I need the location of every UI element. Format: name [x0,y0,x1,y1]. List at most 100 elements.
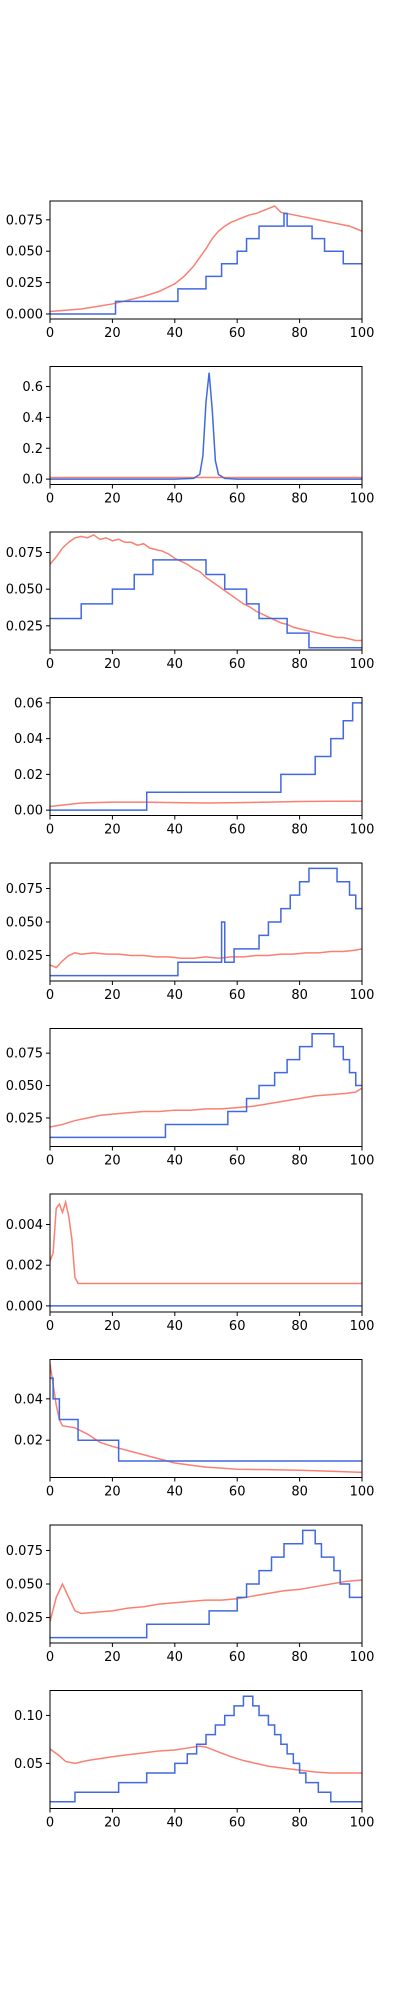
axes-frame [49,1028,363,1147]
x-tick-label: 20 [104,326,121,341]
y-tick-label: 0.000 [6,1299,43,1314]
subplot-5: 0 20 40 60 80 100 0.025 0.050 0.075 [6,862,375,1003]
x-tick-label: 80 [291,1485,308,1500]
x-tick-label: 80 [291,1319,308,1334]
x-tick-label: 0 [46,823,54,838]
x-tick-label: 20 [104,823,121,838]
y-tick-label: 0.04 [14,1392,43,1407]
subplot-1: 0 20 40 60 80 100 0.000 0.025 0.050 0.075 [6,200,375,341]
x-tick-label: 80 [291,326,308,341]
x-tick-label: 0 [46,492,54,507]
x-tick-label: 80 [291,988,308,1003]
series-line-a [50,1579,362,1622]
subplot-7: 0 20 40 60 80 100 0.000 0.002 0.004 [6,1193,375,1334]
x-tick-label: 60 [229,823,246,838]
y-tick-label: 0.050 [6,583,43,598]
series-line-b [50,212,362,315]
y-tick-label: 0.025 [6,1611,43,1626]
y-tick-label: 0.075 [6,1544,43,1559]
subplot-9: 0 20 40 60 80 100 0.025 0.050 0.075 [6,1524,375,1665]
x-tick-label: 60 [229,492,246,507]
y-tick-label: 0.050 [6,1079,43,1094]
x-tick-label: 40 [167,1154,184,1169]
x-tick-label: 0 [46,1485,54,1500]
subplot-6: 0 20 40 60 80 100 0.025 0.050 0.075 [6,1028,375,1169]
x-tick-label: 60 [229,657,246,672]
y-tick-label: 0.025 [6,949,43,964]
x-tick-label: 0 [46,1816,54,1831]
y-tick-label: 0.0 [22,473,43,488]
x-tick-label: 80 [291,1816,308,1831]
series-line-b [50,867,362,977]
y-tick-label: 0.050 [6,245,43,260]
x-tick-label: 40 [167,326,184,341]
x-tick-label: 40 [167,823,184,838]
x-tick-label: 0 [46,326,54,341]
x-tick-label: 100 [350,1650,375,1665]
series-line-b [50,1377,362,1462]
x-tick-label: 60 [229,1816,246,1831]
series-line-a [50,1363,362,1474]
axes-frame [49,862,363,982]
series-line-a [50,205,362,313]
axes-frame [49,531,363,651]
x-tick-label: 60 [229,1650,246,1665]
x-tick-label: 100 [350,1319,375,1334]
x-tick-label: 100 [350,657,375,672]
y-tick-label: 0.10 [14,1709,43,1724]
y-tick-label: 0.025 [6,1111,43,1126]
x-tick-label: 80 [291,492,308,507]
y-tick-label: 0.025 [6,619,43,634]
x-tick-label: 0 [46,1319,54,1334]
axes-frame [49,1359,363,1478]
x-tick-label: 100 [350,492,375,507]
y-tick-label: 0.00 [14,804,43,819]
axes-frame [49,1193,363,1313]
series-line-a [50,1745,362,1774]
x-tick-label: 20 [104,657,121,672]
subplot-2: 0 20 40 60 80 100 0.0 0.2 0.4 0.6 [22,366,375,507]
series-line-b [50,1032,362,1139]
y-tick-label: 0.02 [14,768,43,783]
x-tick-label: 60 [229,1485,246,1500]
series-line-b [50,702,362,811]
x-tick-label: 40 [167,1319,184,1334]
subplot-4: 0 20 40 60 80 100 0.00 0.02 0.04 0.06 [14,696,374,837]
y-tick-label: 0.6 [22,380,43,395]
y-tick-label: 0.002 [6,1259,43,1274]
x-tick-label: 100 [350,1485,375,1500]
x-tick-label: 80 [291,823,308,838]
axes-frame [49,200,363,320]
x-tick-label: 20 [104,1485,121,1500]
series-line-b [50,372,362,480]
subplot-10: 0 20 40 60 80 100 0.05 0.10 [14,1690,375,1831]
y-tick-label: 0.06 [14,696,43,711]
series-line-a [50,1199,362,1285]
series-line-a [50,948,362,969]
x-tick-label: 20 [104,1319,121,1334]
x-tick-label: 100 [350,326,375,341]
axes-frame [49,366,363,485]
y-tick-label: 0.025 [6,276,43,291]
x-tick-label: 100 [350,1816,375,1831]
series-line-a [50,800,362,808]
x-tick-label: 0 [46,657,54,672]
x-tick-label: 60 [229,1319,246,1334]
y-tick-label: 0.4 [22,411,43,426]
x-tick-label: 40 [167,492,184,507]
x-tick-label: 40 [167,1816,184,1831]
x-tick-label: 20 [104,1816,121,1831]
x-tick-label: 40 [167,988,184,1003]
x-tick-label: 100 [350,1154,375,1169]
y-tick-label: 0.050 [6,916,43,931]
x-tick-label: 100 [350,988,375,1003]
x-tick-label: 100 [350,823,375,838]
subplot-8: 0 20 40 60 80 100 0.02 0.04 [14,1359,375,1500]
x-tick-label: 40 [167,1485,184,1500]
x-tick-label: 20 [104,988,121,1003]
x-tick-label: 0 [46,1154,54,1169]
y-tick-label: 0.000 [6,307,43,322]
x-tick-label: 20 [104,492,121,507]
y-tick-label: 0.075 [6,882,43,897]
